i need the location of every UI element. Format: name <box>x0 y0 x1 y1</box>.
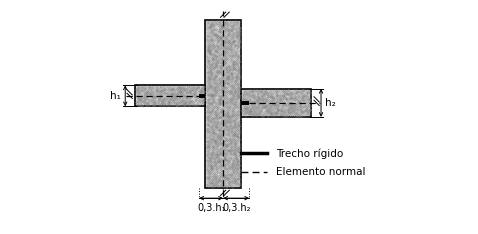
Bar <box>241 89 311 117</box>
Text: 0,3.h₂: 0,3.h₂ <box>222 203 250 213</box>
Bar <box>206 20 241 188</box>
Legend: Trecho rígido, Elemento normal: Trecho rígido, Elemento normal <box>236 143 370 183</box>
Text: h₁: h₁ <box>110 91 121 101</box>
Text: h₂: h₂ <box>325 98 335 108</box>
Bar <box>135 85 206 106</box>
Text: 0,3.h₁: 0,3.h₁ <box>197 203 226 213</box>
